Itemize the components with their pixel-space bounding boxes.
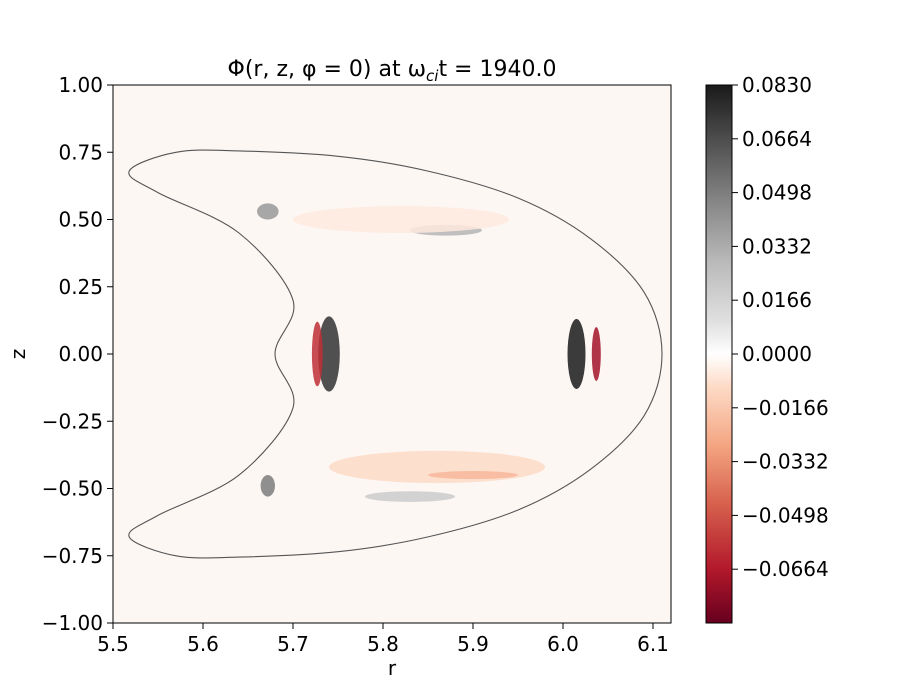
field-structure — [257, 203, 279, 220]
y-tick-label: 0.50 — [58, 208, 103, 232]
colorbar-tick-label: −0.0166 — [742, 396, 829, 420]
y-tick-label: −1.00 — [42, 611, 103, 635]
y-tick-label: −0.75 — [42, 544, 103, 568]
y-axis: 1.00 0.75 0.50 0.25 0.00 −0.25 −0.50 −0.75 −1.00 — [42, 73, 113, 635]
field-structure — [260, 475, 275, 497]
colorbar-tick-label: −0.0332 — [742, 450, 829, 474]
x-tick-label: 5.6 — [187, 632, 219, 656]
field-structure — [311, 321, 323, 387]
colorbar-tick-label: 0.0498 — [742, 181, 812, 205]
y-tick-label: 0.00 — [58, 342, 103, 366]
colorbar: 0.0830 0.0664 0.0498 0.0332 0.0166 0.0000 −0.0… — [705, 73, 829, 624]
y-tick-label: 1.00 — [58, 73, 103, 97]
chart-title: Φ(r, z, φ = 0) at ωcit = 1940.0 — [228, 57, 557, 85]
y-tick-label: −0.25 — [42, 409, 103, 433]
x-tick-label: 5.7 — [277, 632, 309, 656]
colorbar-tick-label: 0.0664 — [742, 127, 812, 151]
field-structure — [365, 491, 455, 502]
field-structure — [318, 316, 340, 392]
x-axis: 5.5 5.6 5.7 5.8 5.9 6.0 6.1 — [97, 623, 669, 656]
x-tick-label: 5.8 — [367, 632, 399, 656]
colorbar-tick-label: −0.0664 — [742, 557, 829, 581]
colorbar-tick-label: −0.0498 — [742, 503, 829, 527]
x-tick-label: 6.0 — [547, 632, 579, 656]
heatmap-layer — [257, 203, 601, 502]
colorbar-ticks: 0.0830 0.0664 0.0498 0.0332 0.0166 0.0000 −0.0… — [732, 73, 829, 581]
plot-area — [112, 84, 672, 624]
field-structure — [293, 206, 509, 233]
x-tick-label: 5.9 — [457, 632, 489, 656]
plot-background — [113, 85, 671, 623]
field-structure — [567, 319, 586, 389]
x-tick-label: 6.1 — [637, 632, 669, 656]
colorbar-gradient — [705, 84, 733, 624]
colorbar-tick-label: 0.0830 — [742, 73, 812, 97]
x-tick-label: 5.5 — [97, 632, 129, 656]
field-structure — [591, 327, 601, 381]
y-axis-label: z — [6, 349, 30, 360]
colorbar-tick-label: 0.0166 — [742, 288, 812, 312]
y-tick-label: 0.75 — [58, 140, 103, 164]
colorbar-tick-label: 0.0000 — [742, 342, 812, 366]
colorbar-tick-label: 0.0332 — [742, 234, 812, 258]
field-structure — [428, 471, 518, 480]
y-tick-label: −0.50 — [42, 477, 103, 501]
x-axis-label: r — [388, 656, 397, 680]
y-tick-label: 0.25 — [58, 275, 103, 299]
plasma-boundary — [128, 149, 663, 559]
field-structure — [329, 450, 545, 484]
